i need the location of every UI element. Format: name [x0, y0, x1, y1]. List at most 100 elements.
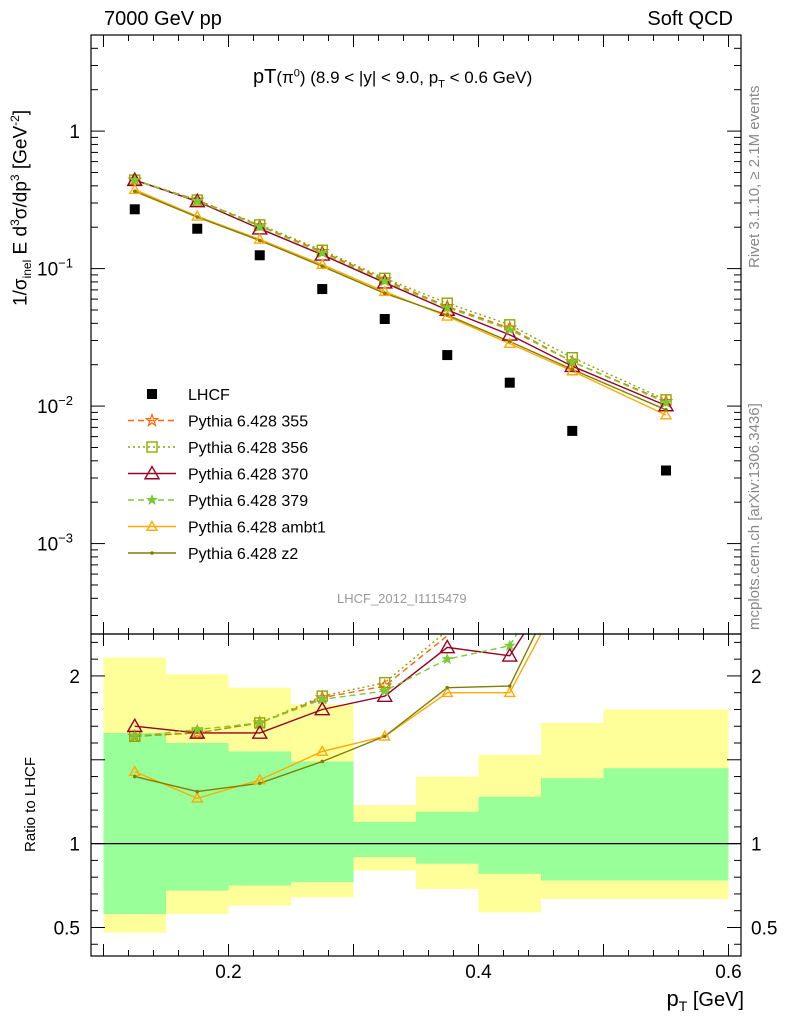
ratio-y-tick-label: 2: [69, 667, 80, 688]
ratio-bands: [91, 657, 741, 933]
legend-marker: [147, 389, 157, 399]
x-axis-title: pT [GeV]: [666, 986, 744, 1014]
main-point: [128, 183, 141, 195]
legend-label: Pythia 6.428 355: [188, 414, 308, 431]
main-point: [195, 215, 200, 219]
ratio-y-tick-label: 1: [69, 835, 80, 856]
main-point: [316, 246, 329, 259]
inner-band-bin: [541, 778, 604, 881]
mcplots-info: mcplots.cern.ch [arXiv:1306.3436]: [746, 403, 763, 630]
main-line-4: [134, 189, 667, 416]
legend: LHCF Pythia 6.428 355 Pythia 6.428 356 Pyth…: [128, 387, 326, 563]
header-left: 7000 GeV pp: [104, 8, 222, 30]
ylabel-mid: σ/dp: [10, 181, 32, 220]
inner-band-bin: [103, 732, 166, 915]
main-point: [378, 285, 391, 297]
inner-band-bin: [166, 743, 229, 891]
xlabel-sub: T: [678, 998, 688, 1014]
title-sup: 0: [293, 67, 300, 80]
title-end: < 0.6 GeV): [444, 68, 533, 87]
ratio-point: [445, 685, 450, 690]
ratio-y-tick-label-right: 1: [751, 835, 762, 856]
legend-marker: [143, 465, 161, 480]
xlabel-main: p: [666, 986, 679, 1011]
main-point: [445, 313, 450, 317]
y-tick-base: 10: [37, 397, 58, 418]
main-point: [253, 220, 266, 232]
main-point: [503, 337, 516, 349]
ratio-point: [507, 684, 512, 688]
main-point: [566, 364, 579, 376]
ratio-point: [128, 730, 141, 742]
y-tick-exp: −2: [58, 393, 73, 408]
legend-label: Pythia 6.428 379: [188, 493, 308, 510]
main-point: [664, 407, 668, 412]
y-tick-base: 10: [37, 260, 58, 281]
main-point: [503, 323, 516, 335]
main-point: [566, 355, 579, 367]
ratio-y-tick-label: 0.5: [54, 918, 80, 939]
main-point: [378, 275, 391, 287]
x-tick-label: 0.4: [465, 962, 492, 983]
inner-band-bin: [353, 821, 416, 858]
legend-marker: [150, 551, 154, 555]
inner-band-bin: [603, 768, 729, 881]
y-tick-label: 10−3: [37, 531, 73, 556]
legend-label: LHCF: [188, 387, 230, 404]
ratio-point: [316, 744, 329, 756]
ylabel-close: ]: [10, 109, 32, 116]
rivet-info: Rivet 3.1.10, ≥ 2.1M events: [746, 85, 763, 269]
series-markers: [126, 171, 675, 803]
y-tick-base: 10: [37, 535, 58, 556]
main-point: [659, 408, 673, 420]
y-tick-label: 10−1: [37, 256, 73, 281]
ratio-point: [257, 781, 262, 786]
ratio-point: [189, 724, 206, 739]
data-point: [129, 204, 140, 215]
ratio-point: [503, 686, 516, 698]
legend-label: Pythia 6.428 356: [188, 440, 308, 457]
main-point: [191, 194, 204, 207]
y-tick-label: 1: [69, 122, 80, 143]
legend-label: Pythia 6.428 ambt1: [188, 520, 326, 537]
main-point: [128, 173, 141, 186]
ratio-point: [191, 723, 204, 735]
ylabel-prefix: 1/σ: [10, 278, 32, 306]
legend-marker: [145, 520, 159, 531]
data-point: [661, 465, 671, 476]
main-point: [257, 238, 262, 243]
data-point: [567, 425, 578, 436]
main-line-3: [134, 179, 667, 404]
main-line-0: [134, 179, 667, 403]
y-axis-label: 1/σinel E d3σ/dp3 [GeV-2]: [8, 110, 34, 306]
data-point: [442, 350, 453, 361]
ratio-point: [378, 729, 391, 741]
ratio-point: [441, 653, 454, 665]
main-point: [507, 339, 512, 344]
ratio-point: [253, 716, 266, 728]
ratio-line-0: [134, 634, 452, 737]
ratio-frame: [90, 633, 742, 957]
main-point: [191, 209, 204, 221]
y-tick-exp: −1: [58, 256, 73, 271]
main-point: [132, 189, 137, 194]
plot-title: pT(π0) (8.9 < |y| < 9.0, pT < 0.6 GeV): [253, 66, 532, 90]
ylabel-sup2: 3: [8, 174, 22, 182]
plot-frames: [90, 34, 742, 957]
inner-band-bin: [228, 751, 291, 886]
x-tick-label: 0.6: [715, 962, 741, 983]
ylabel-unit: [GeV: [10, 125, 32, 175]
ylabel-sub: inel: [20, 259, 35, 279]
main-point: [441, 301, 454, 313]
ratio-point: [441, 686, 454, 698]
legend-label: Pythia 6.428 370: [188, 467, 308, 484]
ratio-point: [320, 759, 325, 764]
ratio-point: [195, 789, 200, 794]
inner-band-bin: [291, 761, 354, 883]
ratio-point: [501, 647, 518, 662]
ratio-point: [503, 639, 516, 651]
xlabel-unit: [GeV]: [687, 989, 744, 1011]
ratio-point: [382, 734, 387, 739]
ratio-line-2: [134, 634, 525, 734]
